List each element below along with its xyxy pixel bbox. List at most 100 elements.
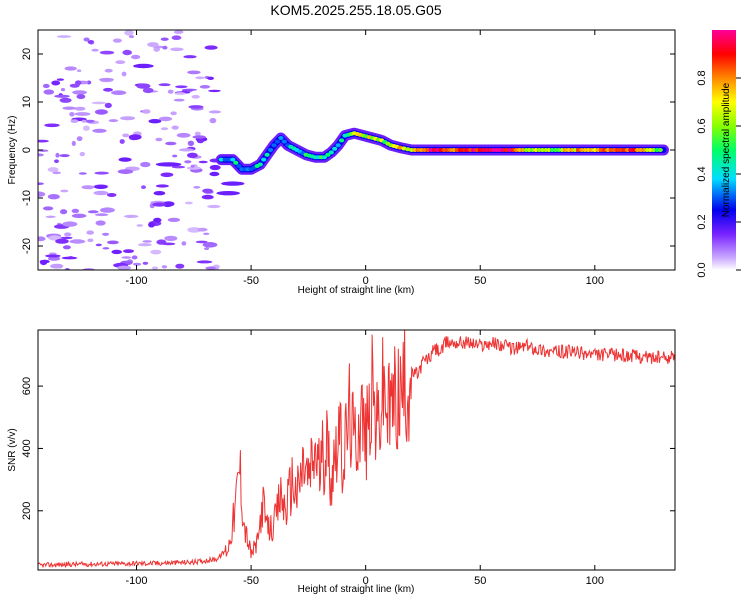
noise-blob — [161, 242, 176, 246]
noise-blob — [136, 224, 143, 227]
x-tick-label: -100 — [126, 275, 148, 287]
noise-blob — [172, 154, 178, 158]
noise-blob — [94, 213, 109, 217]
noise-blob — [136, 83, 151, 89]
noise-blob — [194, 131, 201, 136]
y-tick-label: -10 — [21, 190, 33, 206]
noise-blob — [67, 256, 74, 259]
noise-blob — [79, 151, 86, 157]
noise-blob — [150, 249, 162, 255]
noise-blob — [197, 227, 208, 232]
noise-blob — [106, 193, 117, 197]
noise-blob — [153, 217, 162, 223]
ridge-cell — [226, 157, 232, 162]
ridge-cell — [236, 164, 242, 168]
spectrogram-x-ticks: -100 -50 0 50 100 — [126, 30, 604, 287]
noise-blob — [55, 238, 69, 244]
noise-blob — [207, 204, 221, 209]
noise-blob — [45, 215, 56, 218]
x-tick-label: -50 — [243, 575, 259, 587]
noise-blob — [47, 167, 59, 173]
y-tick-label: 0 — [21, 147, 33, 153]
noise-blob — [70, 119, 79, 123]
noise-blob — [124, 30, 134, 36]
ridge-cell — [657, 148, 663, 152]
spectrogram-noise — [38, 30, 245, 270]
noise-blob — [102, 232, 110, 236]
noise-blob — [142, 109, 151, 114]
noise-blob — [192, 135, 206, 139]
noise-blob — [187, 70, 201, 75]
ridge-cell — [271, 143, 277, 148]
ridge-cell — [328, 150, 334, 155]
noise-blob — [74, 106, 86, 111]
noise-blob — [152, 202, 167, 207]
ridge-cell — [218, 157, 224, 162]
noise-blob — [83, 37, 90, 42]
noise-blob — [42, 206, 54, 211]
noise-blob — [112, 38, 122, 43]
noise-blob — [203, 232, 210, 235]
ridge-cell — [325, 152, 331, 157]
noise-blob — [175, 85, 188, 89]
noise-blob — [111, 90, 127, 95]
noise-blob — [95, 243, 102, 247]
noise-blob — [204, 247, 210, 251]
noise-blob — [187, 152, 198, 158]
noise-blob — [72, 90, 87, 95]
noise-blob — [115, 60, 126, 65]
ridge-cell — [257, 162, 263, 167]
noise-blob — [60, 209, 68, 215]
noise-blob — [69, 239, 86, 244]
noise-blob — [179, 148, 194, 152]
noise-blob — [95, 220, 106, 226]
noise-blob — [209, 164, 221, 171]
spectrogram-ridge — [215, 127, 669, 175]
x-tick-label: -50 — [243, 275, 259, 287]
noise-blob — [147, 42, 159, 48]
spectrogram-x-label: Height of straight line (km) — [298, 285, 415, 296]
noise-blob — [133, 262, 142, 266]
noise-blob — [107, 240, 119, 245]
noise-blob — [131, 255, 138, 260]
spectrogram-y-ticks: -20 -10 0 10 20 — [21, 48, 675, 254]
noise-blob — [76, 94, 86, 100]
noise-blob — [59, 97, 72, 103]
noise-blob — [94, 184, 108, 189]
noise-blob — [160, 172, 174, 178]
noise-blob — [104, 68, 113, 73]
noise-blob — [120, 116, 136, 121]
noise-blob — [59, 154, 70, 158]
noise-blob — [91, 48, 99, 52]
noise-blob — [42, 83, 50, 89]
noise-blob — [158, 116, 173, 122]
noise-blob — [94, 171, 109, 175]
noise-blob — [208, 89, 221, 93]
noise-blob — [205, 266, 216, 270]
noise-blob — [91, 101, 107, 105]
noise-blob — [103, 87, 113, 92]
noise-blob — [76, 69, 82, 72]
noise-blob — [81, 185, 95, 190]
colorbar-ticks: 0.0 0.2 0.4 0.6 0.8 — [696, 70, 741, 278]
ridge-cell — [230, 157, 236, 162]
noise-blob — [60, 236, 73, 240]
noise-blob — [54, 94, 70, 98]
noise-blob — [187, 140, 195, 146]
noise-blob — [49, 252, 57, 255]
ridge-cell — [222, 157, 228, 162]
noise-blob — [118, 157, 132, 162]
snr-y-label: SNR (v/v) — [7, 428, 18, 471]
noise-blob — [204, 45, 218, 50]
noise-blob — [62, 245, 71, 250]
noise-blob — [99, 207, 115, 213]
noise-blob — [199, 85, 211, 89]
noise-blob — [122, 133, 130, 138]
noise-blob — [148, 119, 162, 124]
noise-blob — [141, 185, 146, 190]
noise-blob — [183, 55, 197, 59]
x-tick-label: 100 — [586, 575, 604, 587]
x-tick-label: 0 — [363, 575, 369, 587]
noise-blob — [94, 109, 108, 115]
